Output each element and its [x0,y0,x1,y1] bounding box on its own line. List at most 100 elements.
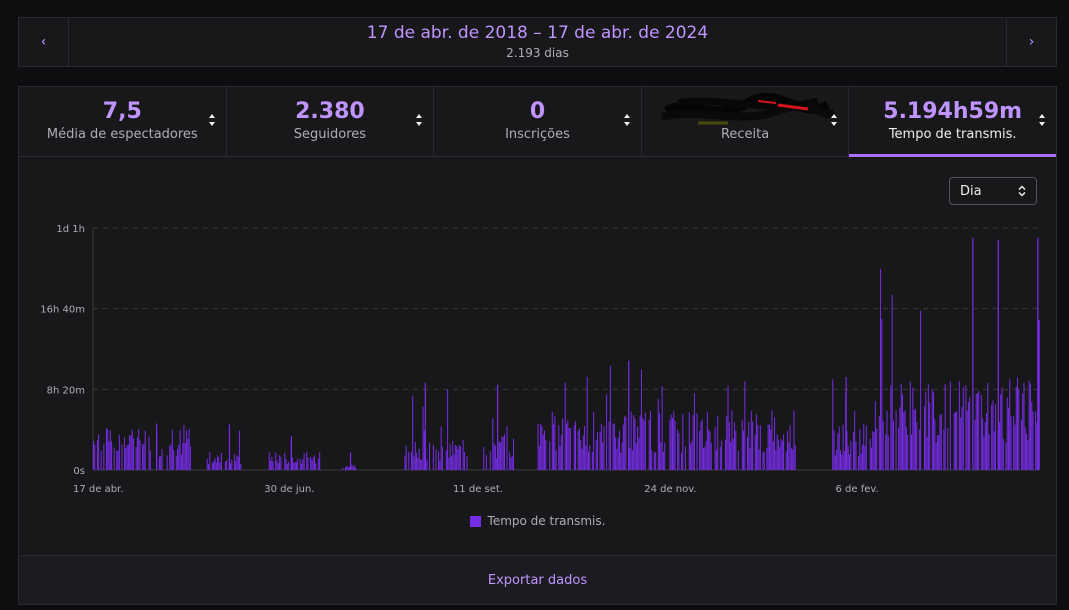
bar [500,442,502,470]
bar [1028,380,1030,470]
bar [843,451,845,470]
bar [728,422,730,470]
bar [584,425,586,470]
bar [1017,377,1019,470]
bar [432,444,434,470]
redaction-scribble [660,93,836,125]
bar [600,423,602,470]
bar [781,440,783,470]
bar [965,385,967,470]
bar [754,435,756,470]
metric-value: 7,5 [102,99,142,124]
bar [982,418,984,470]
bar [978,390,980,470]
bar [914,408,916,470]
bar [408,451,410,470]
bar [188,429,190,470]
bar [709,431,711,470]
bar [620,452,622,470]
bar [554,416,556,470]
bar [836,449,838,470]
bar [634,418,636,470]
bar [732,438,734,470]
bar [904,410,906,470]
bar [887,435,889,470]
chart-legend: Tempo de transmis. [19,514,1056,528]
bar [483,447,485,470]
metric-tabs: 7,5 Média de espectadores 2.380 Seguidor… [19,87,1056,157]
bar [874,401,876,470]
tab-subscriptions[interactable]: 0 Inscrições [434,87,642,156]
bar [670,414,672,470]
bar [148,436,150,470]
bar [717,416,719,470]
bar [721,440,723,470]
bar [841,454,843,470]
bar [121,444,123,470]
bar [501,436,503,470]
next-period-button[interactable]: › [1006,18,1056,66]
bar [348,467,350,470]
bar [998,422,1000,470]
bar [869,438,871,470]
bar [788,442,790,470]
bar [419,459,421,470]
export-data-link[interactable]: Exportar dados [487,572,588,588]
tab-revenue[interactable]: Receita [642,87,850,156]
bar [213,460,215,470]
bar [312,457,314,470]
bar [790,448,792,470]
bar [549,441,551,470]
bar [603,426,605,470]
bar [899,407,901,470]
bar [975,393,977,470]
bar [776,434,778,470]
bar [457,449,459,470]
bar [1035,411,1037,470]
bar [715,450,717,470]
bar [925,391,927,470]
bar [497,384,499,470]
bar [187,438,189,470]
bar [891,294,893,470]
bar [1006,397,1008,470]
tab-stream-time[interactable]: 5.194h59m Tempo de transmis. [849,87,1056,157]
bar [987,382,989,470]
previous-period-button[interactable]: ‹ [19,18,69,66]
bar [581,448,583,470]
bar [606,394,608,470]
bar [179,430,181,470]
bar [130,434,132,470]
bar [786,430,788,470]
bar [578,428,580,470]
tab-followers[interactable]: 2.380 Seguidores [227,87,435,156]
bar [931,389,933,470]
bar [142,444,144,470]
bar [217,455,219,470]
tab-average-viewers[interactable]: 7,5 Média de espectadores [19,87,227,156]
bar [719,446,721,470]
bar [684,446,686,470]
bar [744,381,746,470]
bar [302,459,304,470]
bar [972,237,974,470]
bar [170,444,172,470]
date-range-bar: ‹ 17 de abr. de 2018 – 17 de abr. de 202… [18,17,1057,67]
bar [766,447,768,470]
bar [714,427,716,470]
bar [299,458,301,470]
bar [567,420,569,470]
bar [743,430,745,470]
bar [233,453,235,470]
bar [918,429,920,470]
bar [237,456,239,470]
granularity-select[interactable]: Dia [949,177,1037,205]
bar [177,448,179,470]
bar [346,466,348,470]
bar [586,376,588,470]
bar [954,412,956,470]
bar [538,446,540,470]
bar [880,268,882,470]
bar [854,411,856,470]
bar [724,439,726,470]
